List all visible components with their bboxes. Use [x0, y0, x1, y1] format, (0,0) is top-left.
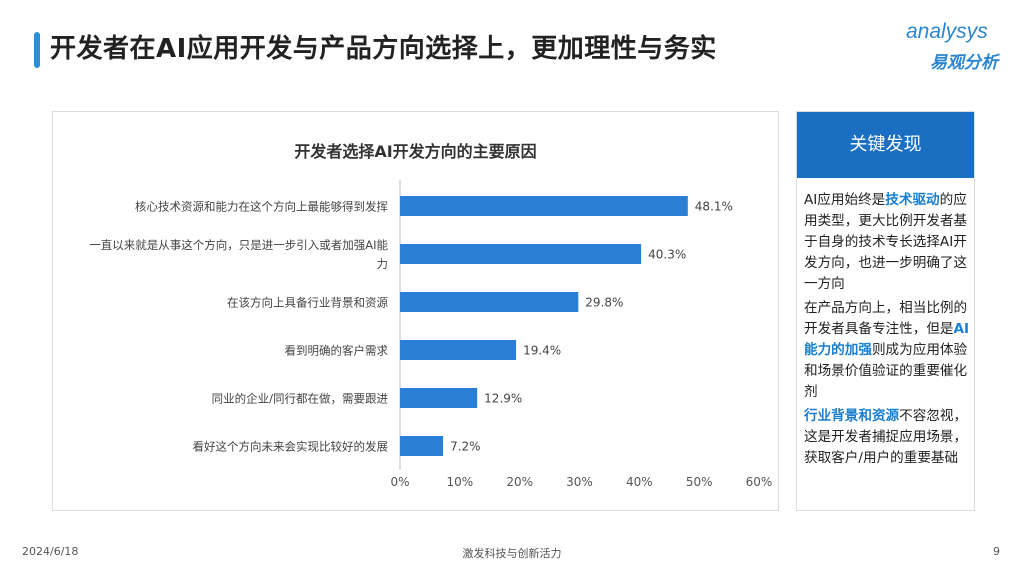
- finding-1-text-a: AI应用始终是: [804, 192, 886, 208]
- bar-value-label-3: 29.8%: [585, 296, 623, 310]
- finding-1: AI应用始终是技术驱动的应用类型，更大比例开发者基于自身的技术专长选择AI开发方…: [804, 190, 970, 295]
- bar-value-label-1: 48.1%: [695, 200, 733, 214]
- chart-container: 开发者选择AI开发方向的主要原因 48.1% 核心技术资源和能力在这个方向上最能够…: [52, 111, 779, 511]
- chart-title: 开发者选择AI开发方向的主要原因: [294, 142, 537, 161]
- finding-2-text-c: 则成为应用体验和场景价值验证的重要催化剂: [804, 342, 968, 400]
- x-tick-label-6: 50%: [686, 475, 713, 489]
- bar-6: [400, 436, 444, 456]
- footer-tagline: 激发科技与创新活力: [462, 547, 562, 560]
- finding-1-text-c: 的应用类型，更大比例开发者基于自身的技术专长选择AI开发方向，也进一步明确了这一…: [804, 192, 968, 292]
- finding-3: 行业背景和资源不容忽视，这是开发者捕捉应用场景，获取客户/用户的重要基础: [804, 406, 970, 469]
- category-label-5: 同业的企业/同行都在做，需要跟进: [212, 392, 389, 406]
- finding-2: 在产品方向上，相当比例的开发者具备专注性，但是AI能力的加强则成为应用体验和场景…: [804, 298, 970, 403]
- bar-4: [400, 340, 517, 360]
- finding-3-highlight: 行业背景和资源: [804, 408, 900, 424]
- key-findings-body: AI应用始终是技术驱动的应用类型，更大比例开发者基于自身的技术专长选择AI开发方…: [804, 190, 970, 472]
- key-findings-heading: 关键发现: [797, 112, 974, 178]
- key-findings-panel: 关键发现 AI应用始终是技术驱动的应用类型，更大比例开发者基于自身的技术专长选择…: [796, 111, 975, 511]
- x-tick-label-3: 20%: [506, 475, 533, 489]
- finding-3-text-b: 不容忽视，这是开发者捕捉应用场景，获取客户/用户的重要基础: [804, 408, 968, 466]
- category-label-3: 在该方向上具备行业背景和资源: [227, 296, 388, 310]
- logo-brand: analysys: [906, 20, 988, 43]
- title-accent-bar: [34, 32, 40, 68]
- x-tick-label-2: 10%: [446, 475, 473, 489]
- x-tick-label-5: 40%: [626, 475, 653, 489]
- bar-chart: 48.1% 核心技术资源和能力在这个方向上最能够得到发挥 40.3% 一直以来就是从事…: [89, 180, 773, 489]
- category-label-2-line-2: 力: [377, 257, 389, 271]
- finding-2-highlight: AI能力的加强: [804, 321, 970, 358]
- footer-date: 2024/6/18: [22, 545, 79, 558]
- category-label-6: 看好这个方向未来会实现比较好的发展: [193, 440, 389, 454]
- category-label-2-line-1: 一直以来就是从事这个方向，只是进一步引入或者加强AI能: [89, 238, 388, 252]
- x-tick-label-1: 0%: [390, 475, 409, 489]
- finding-1-highlight: 技术驱动: [885, 192, 940, 208]
- bar-value-label-6: 7.2%: [450, 440, 481, 454]
- bar-value-label-5: 12.9%: [484, 392, 522, 406]
- category-label-4: 看到明确的客户需求: [285, 344, 389, 358]
- bar-1: [400, 196, 688, 216]
- page-title: 开发者在AI应用开发与产品方向选择上，更加理性与务实: [50, 34, 717, 64]
- logo-brand-cn: 易观分析: [930, 53, 998, 73]
- bar-value-label-4: 19.4%: [523, 344, 561, 358]
- bar-3: [400, 292, 579, 312]
- analysys-logo: analysys 易观分析: [906, 20, 1006, 76]
- bar-5: [400, 388, 478, 408]
- page-number: 9: [993, 545, 1000, 558]
- x-tick-label-7: 60%: [746, 475, 773, 489]
- x-tick-label-4: 30%: [566, 475, 593, 489]
- finding-2-text-a: 在产品方向上，相当比例的开发者具备专注性，但是: [804, 300, 968, 337]
- bar-2: [400, 244, 642, 264]
- bar-value-label-2: 40.3%: [648, 248, 686, 262]
- category-label-1: 核心技术资源和能力在这个方向上最能够得到发挥: [135, 200, 388, 214]
